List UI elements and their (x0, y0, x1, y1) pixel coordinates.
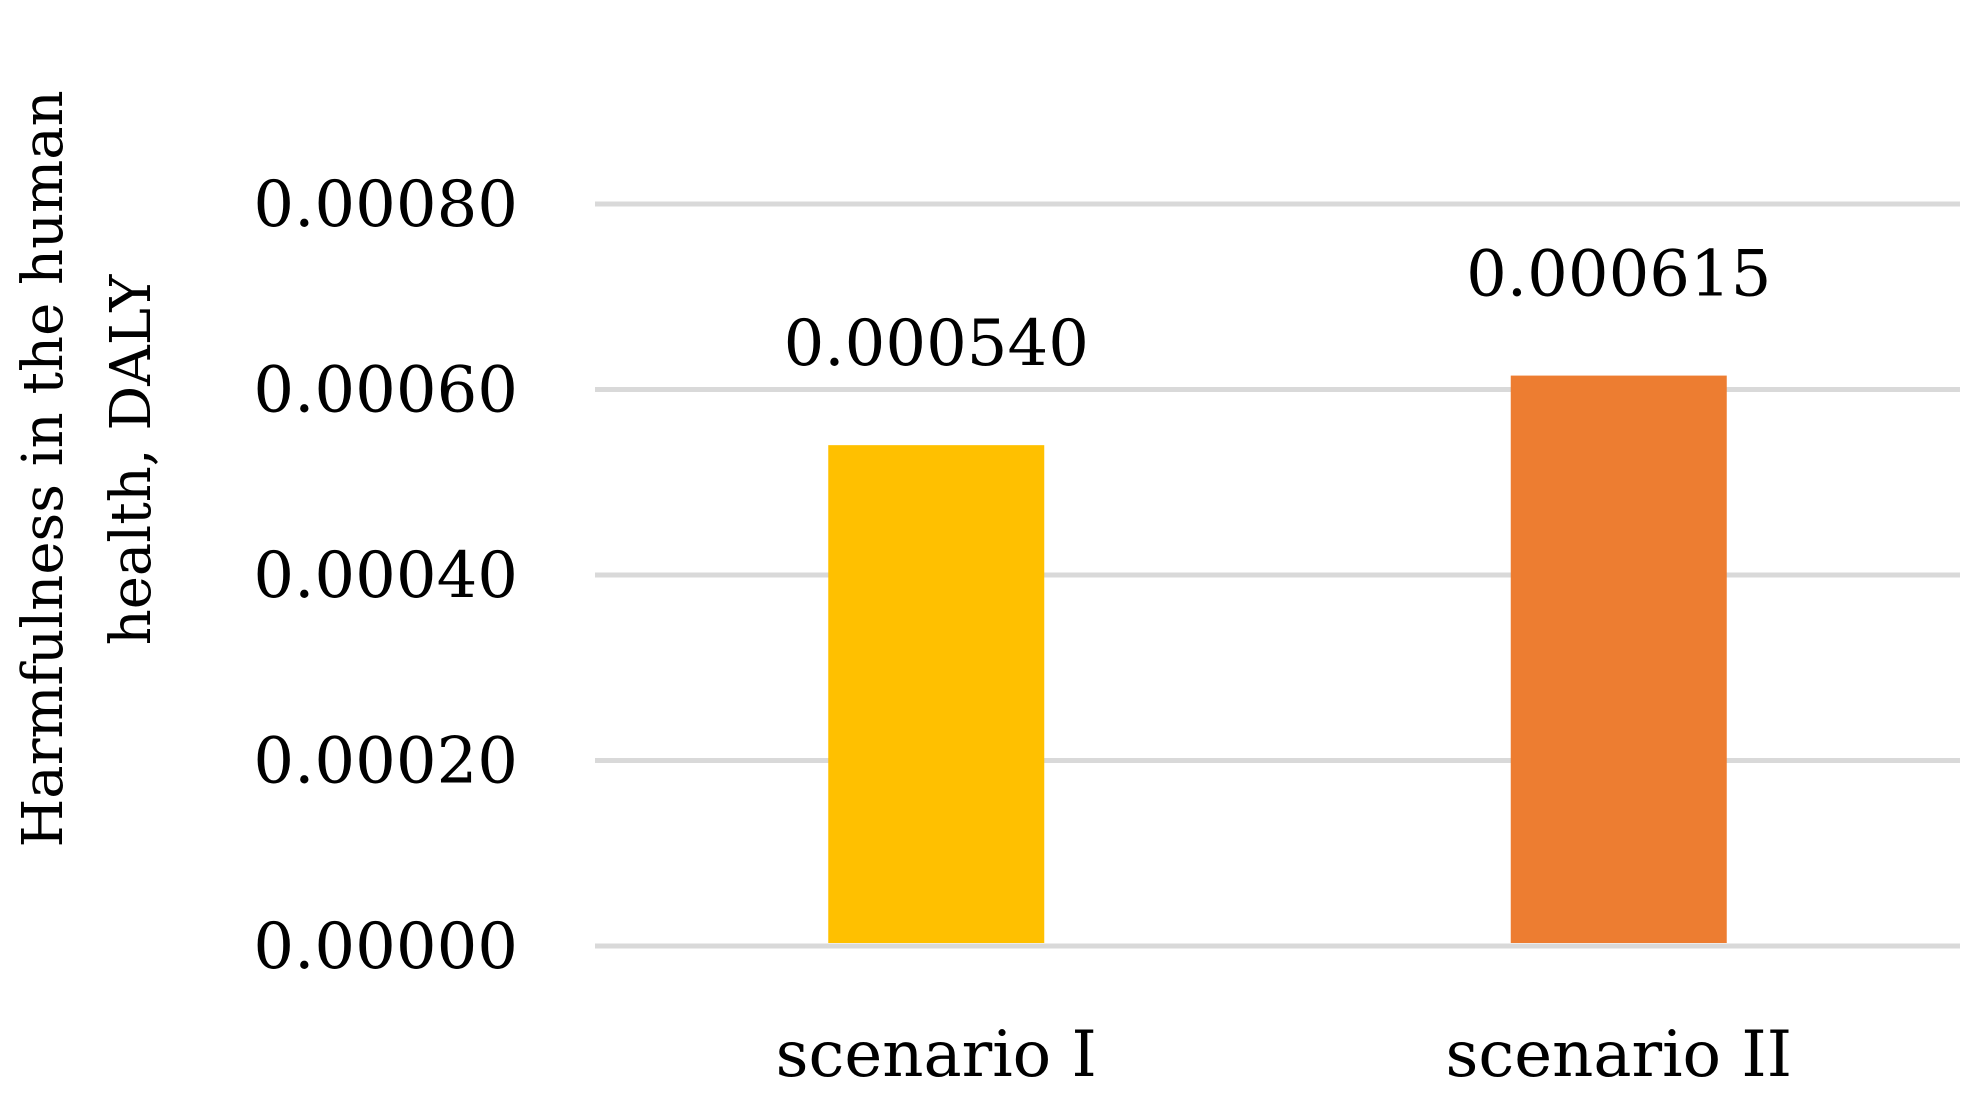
gridlines (595, 201, 1960, 949)
y-tick-label-4: 0.00080 (253, 168, 518, 242)
x-tick-label-1: scenario I (776, 1018, 1097, 1092)
data-label-2: 0.000615 (1466, 238, 1771, 312)
bar-2 (1510, 375, 1727, 943)
data-labels: 0.000540 0.000615 (784, 238, 1772, 382)
x-tick-label-2: scenario II (1446, 1018, 1792, 1092)
y-tick-label-0: 0.00000 (253, 910, 518, 984)
y-tick-label-3: 0.00060 (253, 354, 518, 428)
y-tick-label-1: 0.00020 (253, 725, 518, 799)
bar-1 (828, 445, 1045, 943)
x-axis-ticks: scenario I scenario II (776, 1018, 1792, 1092)
bars (828, 375, 1727, 943)
y-axis-label: Harmfulness in the human health, DALY (11, 72, 164, 847)
y-axis-ticks: 0.00000 0.00020 0.00040 0.00060 0.00080 (253, 168, 518, 984)
y-axis-label-line-2: health, DALY (99, 274, 164, 646)
y-axis-label-line-1: Harmfulness in the human (11, 90, 76, 847)
data-label-1: 0.000540 (784, 307, 1089, 381)
y-tick-label-2: 0.00040 (253, 539, 518, 613)
